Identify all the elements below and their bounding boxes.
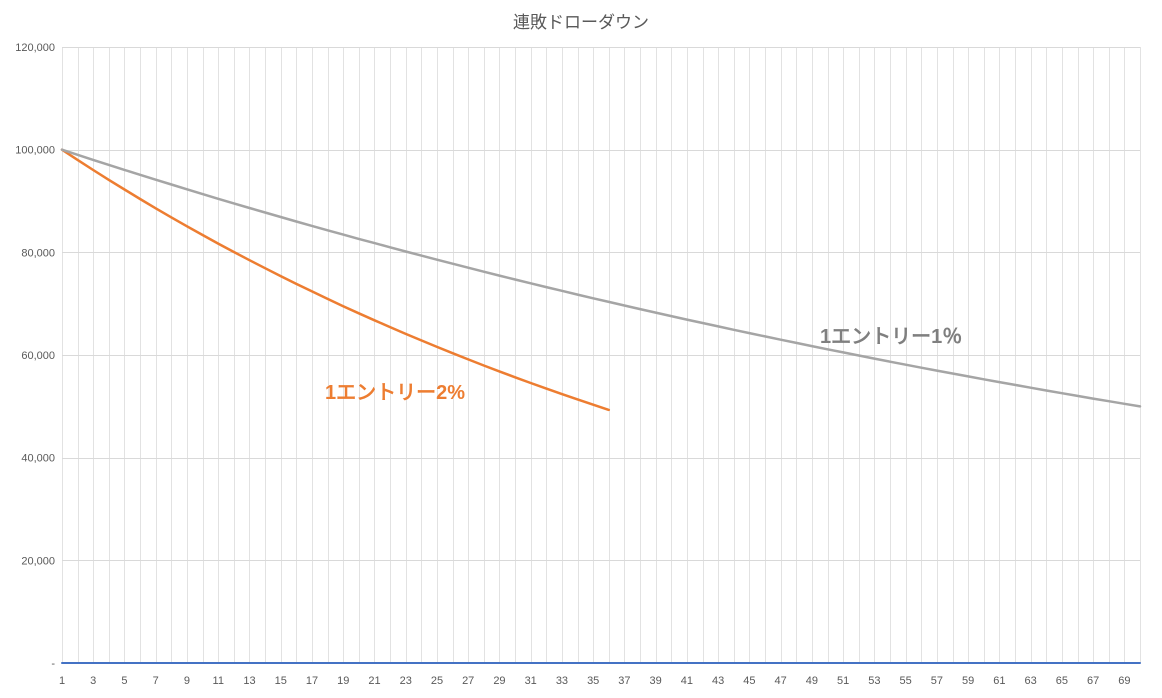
- series-line-entry-2pct: [60, 148, 611, 412]
- svg-text:5: 5: [121, 675, 127, 687]
- horizontal-gridlines: [62, 47, 1140, 664]
- y-axis-labels: - 20,000 40,000 60,000 80,000 100,000 120,000: [15, 42, 55, 670]
- svg-text:31: 31: [525, 675, 537, 687]
- svg-text:7: 7: [153, 675, 159, 687]
- svg-text:61: 61: [993, 675, 1005, 687]
- svg-text:20,000: 20,000: [21, 555, 55, 567]
- svg-text:49: 49: [806, 675, 818, 687]
- svg-text:51: 51: [837, 675, 849, 687]
- svg-text:21: 21: [368, 675, 380, 687]
- svg-text:100,000: 100,000: [15, 145, 55, 157]
- svg-text:27: 27: [462, 675, 474, 687]
- svg-text:80,000: 80,000: [21, 247, 55, 259]
- svg-text:-: -: [51, 658, 55, 670]
- series-line-entry-1pct: [60, 148, 1142, 408]
- svg-text:53: 53: [868, 675, 880, 687]
- svg-text:35: 35: [587, 675, 599, 687]
- svg-text:19: 19: [337, 675, 349, 687]
- svg-text:13: 13: [243, 675, 255, 687]
- svg-text:37: 37: [618, 675, 630, 687]
- svg-text:55: 55: [900, 675, 912, 687]
- svg-text:120,000: 120,000: [15, 42, 55, 54]
- svg-text:45: 45: [743, 675, 755, 687]
- svg-text:33: 33: [556, 675, 568, 687]
- series-label-1pct: 1エントリー1％: [820, 326, 963, 348]
- svg-text:59: 59: [962, 675, 974, 687]
- svg-text:43: 43: [712, 675, 724, 687]
- x-axis-labels: 1 3 5 7 9 11 13 15 17 19 21 23 25 27 29 31 33 35 37 39 41 43 4…: [59, 675, 1131, 687]
- svg-text:41: 41: [681, 675, 693, 687]
- svg-text:39: 39: [650, 675, 662, 687]
- svg-text:29: 29: [493, 675, 505, 687]
- svg-text:9: 9: [184, 675, 190, 687]
- svg-text:67: 67: [1087, 675, 1099, 687]
- svg-text:23: 23: [400, 675, 412, 687]
- svg-text:40,000: 40,000: [21, 453, 55, 465]
- svg-text:69: 69: [1118, 675, 1130, 687]
- series-label-2pct: 1エントリー2%: [325, 382, 466, 404]
- svg-text:63: 63: [1025, 675, 1037, 687]
- svg-text:60,000: 60,000: [21, 350, 55, 362]
- svg-text:57: 57: [931, 675, 943, 687]
- svg-text:15: 15: [275, 675, 287, 687]
- svg-text:47: 47: [775, 675, 787, 687]
- svg-text:3: 3: [90, 675, 96, 687]
- svg-text:17: 17: [306, 675, 318, 687]
- chart-title: 連敗ドローダウン: [513, 13, 649, 32]
- svg-text:11: 11: [213, 675, 224, 687]
- svg-text:25: 25: [431, 675, 443, 687]
- svg-text:1: 1: [59, 675, 65, 687]
- svg-text:65: 65: [1056, 675, 1068, 687]
